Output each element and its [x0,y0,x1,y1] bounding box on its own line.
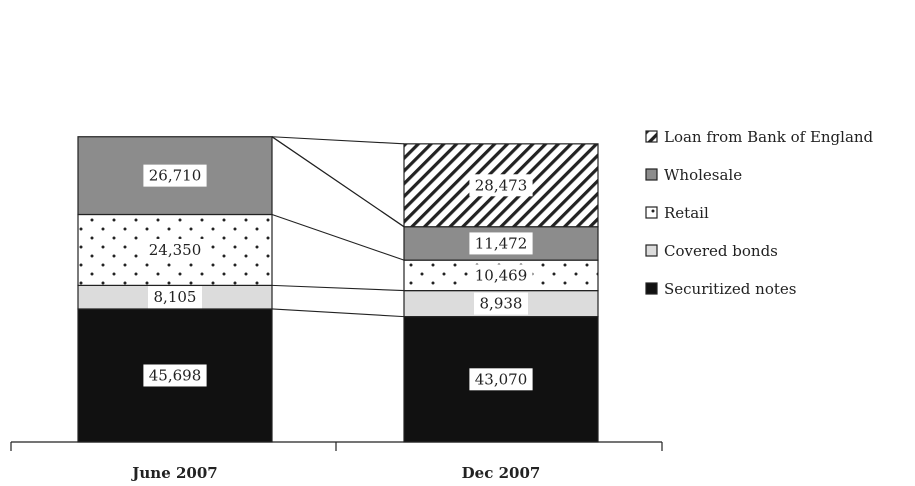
data-label-box [469,174,533,197]
data-label-box [143,238,207,261]
legend-swatch-retail [645,206,658,219]
bars-group: 45,698 8,105 24,350 26,710 43,070 8,938 10,469… [77,136,599,443]
data-label-box [474,292,528,315]
connector-lines [271,136,405,318]
x-axis: June 2007 Dec 2007 [10,441,663,482]
data-label-securitized-notes-dec-2007: 43,070 [475,370,528,388]
legend-swatch-covered-bonds [645,244,658,257]
data-label-box [469,264,533,287]
connector-line [271,136,405,228]
legend-label-retail: Retail [664,204,709,222]
data-label-loan-from-bank-of-england-dec-2007: 28,473 [475,176,528,194]
data-label-retail-june-2007: 24,350 [149,241,202,259]
legend-label-covered-bonds: Covered bonds [664,242,778,260]
legend-swatch-securitized-notes [645,282,658,295]
data-label-securitized-notes-june-2007: 45,698 [149,366,202,384]
data-label-wholesale-dec-2007: 11,472 [475,234,528,252]
data-label-box [469,368,533,391]
data-label-covered-bonds-dec-2007: 8,938 [480,295,523,313]
data-label-covered-bonds-june-2007: 8,105 [154,288,197,306]
connector-line [271,284,405,292]
data-label-box [143,164,207,187]
data-label-box [469,232,533,255]
legend-swatch-loan-from-bank-of-england [645,130,658,143]
x-tick-label-dec-2007: Dec 2007 [462,464,541,482]
data-label-wholesale-june-2007: 26,710 [149,167,202,185]
legend-swatch-wholesale [645,168,658,181]
data-label-box [148,286,202,309]
connector-line [271,308,405,318]
connector-line [271,136,405,145]
data-label-retail-dec-2007: 10,469 [475,266,528,284]
legend: Loan from Bank of England Wholesale Retail… [645,128,874,298]
x-tick-label-june-2007: June 2007 [130,464,217,482]
legend-label-securitized-notes: Securitized notes [664,280,796,298]
legend-label-wholesale: Wholesale [664,166,742,184]
legend-label-loan-from-bank-of-england: Loan from Bank of England [664,128,874,146]
data-label-box [143,364,207,387]
connector-line [271,213,405,261]
